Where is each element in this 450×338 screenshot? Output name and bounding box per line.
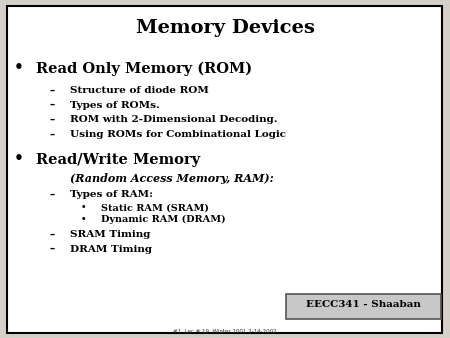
Text: Using ROMs for Combinational Logic: Using ROMs for Combinational Logic (70, 130, 286, 139)
Text: Read Only Memory (ROM): Read Only Memory (ROM) (36, 62, 252, 76)
Text: –: – (50, 130, 54, 140)
Text: #1  Lec # 19  Winter 2001 2-14-2002: #1 Lec # 19 Winter 2001 2-14-2002 (173, 330, 277, 334)
Text: (Random Access Memory, RAM):: (Random Access Memory, RAM): (70, 173, 274, 184)
Text: Static RAM (SRAM): Static RAM (SRAM) (101, 203, 209, 212)
FancyBboxPatch shape (7, 6, 442, 333)
Text: –: – (50, 85, 54, 95)
Text: SRAM Timing: SRAM Timing (70, 231, 150, 239)
Text: Memory Devices: Memory Devices (135, 19, 315, 37)
Text: –: – (50, 115, 54, 125)
Text: •: • (81, 215, 86, 223)
FancyBboxPatch shape (286, 294, 441, 319)
Text: •: • (14, 60, 23, 75)
Text: –: – (50, 100, 54, 110)
Text: •: • (81, 203, 86, 212)
Text: Types of RAM:: Types of RAM: (70, 190, 153, 199)
Text: Read/Write Memory: Read/Write Memory (36, 153, 200, 167)
Text: DRAM Timing: DRAM Timing (70, 245, 152, 254)
Text: Structure of diode ROM: Structure of diode ROM (70, 86, 209, 95)
Text: •: • (14, 151, 23, 166)
Text: EECC341 - Shaaban: EECC341 - Shaaban (306, 300, 421, 309)
Text: Types of ROMs.: Types of ROMs. (70, 101, 159, 110)
Text: –: – (50, 244, 54, 254)
Text: –: – (50, 230, 54, 240)
Text: ROM with 2-Dimensional Decoding.: ROM with 2-Dimensional Decoding. (70, 116, 277, 124)
Text: Dynamic RAM (DRAM): Dynamic RAM (DRAM) (101, 215, 226, 224)
Text: –: – (50, 189, 54, 199)
